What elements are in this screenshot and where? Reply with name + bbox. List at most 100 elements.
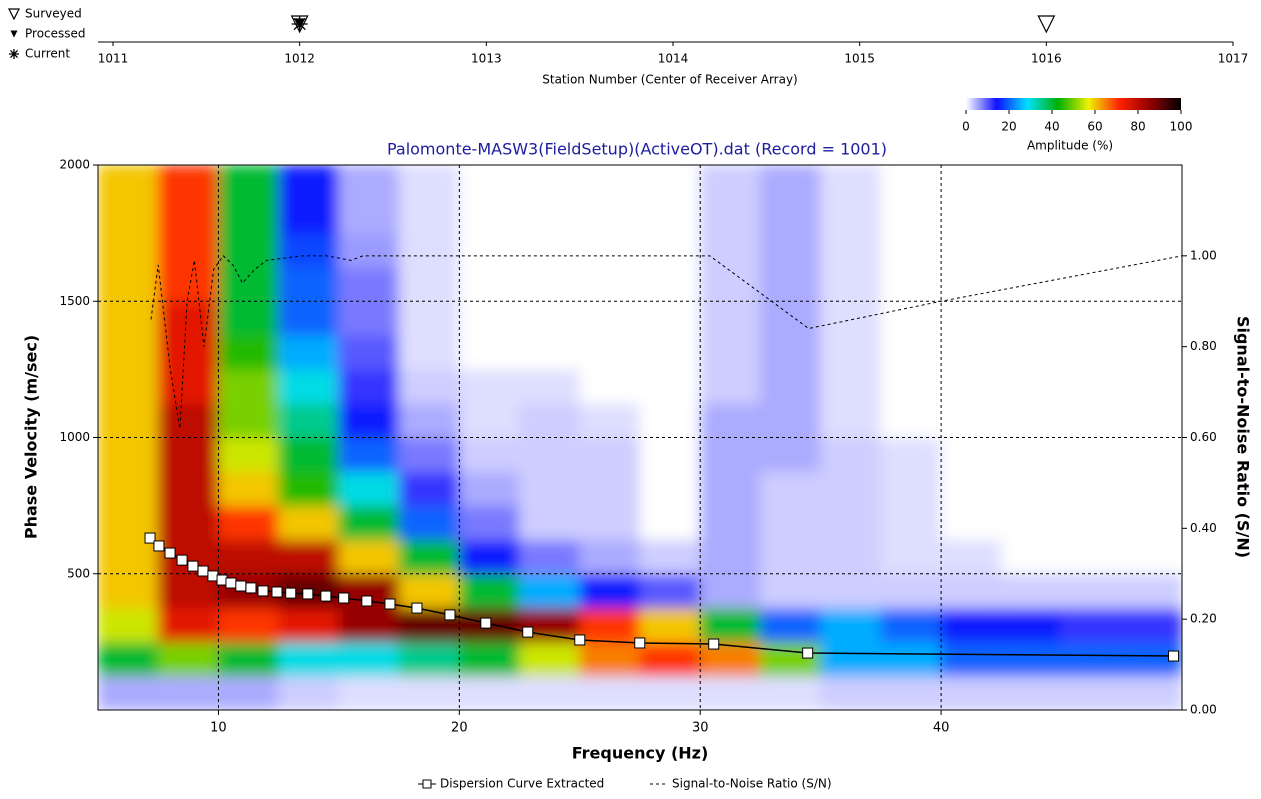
heatmap-cell [217, 266, 280, 302]
heatmap-cell [157, 266, 219, 302]
heatmap-cell [940, 334, 1002, 370]
heatmap-cell [98, 402, 159, 438]
heatmap-cell [639, 675, 701, 710]
heatmap-cell [98, 232, 159, 268]
heatmap-cell [278, 437, 340, 473]
heatmap-cell [880, 539, 942, 575]
heatmap-cell [157, 505, 219, 541]
heatmap-cell [458, 573, 521, 609]
heatmap-cell [940, 539, 1002, 575]
heatmap-cell [278, 641, 340, 677]
heatmap-cell [759, 232, 822, 268]
heatmap-cell [519, 641, 581, 677]
x-axis-label: Frequency (Hz) [572, 744, 709, 763]
heatmap-cell [579, 165, 641, 200]
station-tick-label: 1011 [98, 52, 129, 66]
heatmap-cell [880, 266, 942, 302]
heatmap-cell [579, 402, 641, 438]
station-axis-label: Station Number (Center of Receiver Array… [542, 73, 798, 87]
heatmap-cell [519, 505, 581, 541]
heatmap-cell [398, 300, 460, 336]
heatmap-cell [1000, 402, 1063, 438]
heatmap-cell [940, 471, 1002, 507]
heatmap-cell [880, 334, 942, 370]
legend-marker [10, 30, 18, 38]
heatmap-cell [458, 198, 521, 234]
heatmap-cell [1061, 641, 1123, 677]
heatmap-cell [1061, 266, 1123, 302]
heatmap-cell [157, 368, 219, 404]
heatmap-cell [639, 573, 701, 609]
station-tick-label: 1013 [471, 52, 502, 66]
heatmap-cell [278, 198, 340, 234]
heatmap-cell [579, 675, 641, 710]
heatmap-cell [759, 641, 822, 677]
heatmap-cell [880, 198, 942, 234]
heatmap-cell [579, 198, 641, 234]
dispersion-point [411, 602, 423, 614]
heatmap-cell [338, 641, 400, 677]
heatmap-cell [1121, 368, 1182, 404]
heatmap-cell [278, 471, 340, 507]
heatmap-cell [398, 402, 460, 438]
y-tick-label: 500 [67, 566, 90, 580]
dispersion-point [187, 560, 199, 572]
heatmap-cell [699, 505, 761, 541]
heatmap-cell [820, 505, 882, 541]
heatmap-cell [217, 198, 280, 234]
heatmap-cell [579, 437, 641, 473]
colorbar-label: Amplitude (%) [1027, 139, 1113, 153]
heatmap-cell [880, 505, 942, 541]
heatmap-cell [759, 266, 822, 302]
dispersion-point [302, 588, 314, 600]
heatmap-cell [579, 368, 641, 404]
heatmap-cell [880, 300, 942, 336]
heatmap-cell [759, 300, 822, 336]
heatmap-cell [157, 334, 219, 370]
heatmap-cell [1061, 675, 1123, 710]
heatmap-cell [157, 437, 219, 473]
heatmap-cell [940, 505, 1002, 541]
heatmap-cell [1000, 334, 1063, 370]
heatmap-cell [940, 266, 1002, 302]
x-tick-label: 40 [933, 721, 950, 736]
heatmap-cell [820, 573, 882, 609]
x-tick-label: 10 [210, 721, 227, 736]
x-tick-label: 20 [451, 721, 468, 736]
heatmap-cell [940, 641, 1002, 677]
heatmap-cell [880, 573, 942, 609]
heatmap-cell [217, 641, 280, 677]
heatmap-cell [338, 266, 400, 302]
heatmap-cell [1061, 300, 1123, 336]
heatmap-cell [940, 232, 1002, 268]
heatmap-cell [1061, 334, 1123, 370]
heatmap-cell [1000, 675, 1063, 710]
heatmap-cell [820, 232, 882, 268]
heatmap-cell [699, 471, 761, 507]
heatmap-cell [699, 573, 761, 609]
heatmap-cell [338, 505, 400, 541]
heatmap-cell [157, 675, 219, 710]
y-tick-label: 1000 [59, 430, 90, 444]
heatmap-cell [1000, 266, 1063, 302]
heatmap-cell [1000, 573, 1063, 609]
heatmap-cell [880, 368, 942, 404]
heatmap-cell [880, 165, 942, 200]
colorbar-tick-label: 40 [1044, 120, 1059, 134]
heatmap-cell [940, 402, 1002, 438]
legend-label: Current [25, 47, 70, 61]
heatmap-cell [639, 437, 701, 473]
heatmap-cell [1000, 437, 1063, 473]
heatmap-cell [1121, 402, 1182, 438]
heatmap-cell [579, 505, 641, 541]
heatmap-cell [940, 607, 1002, 643]
heatmap-cell [458, 641, 521, 677]
heatmap-cell [217, 607, 280, 643]
heatmap-cell [940, 300, 1002, 336]
legend-marker [9, 49, 19, 59]
heatmap-cell [820, 300, 882, 336]
heatmap-cell [519, 539, 581, 575]
heatmap-cell [519, 437, 581, 473]
heatmap-cell [639, 198, 701, 234]
